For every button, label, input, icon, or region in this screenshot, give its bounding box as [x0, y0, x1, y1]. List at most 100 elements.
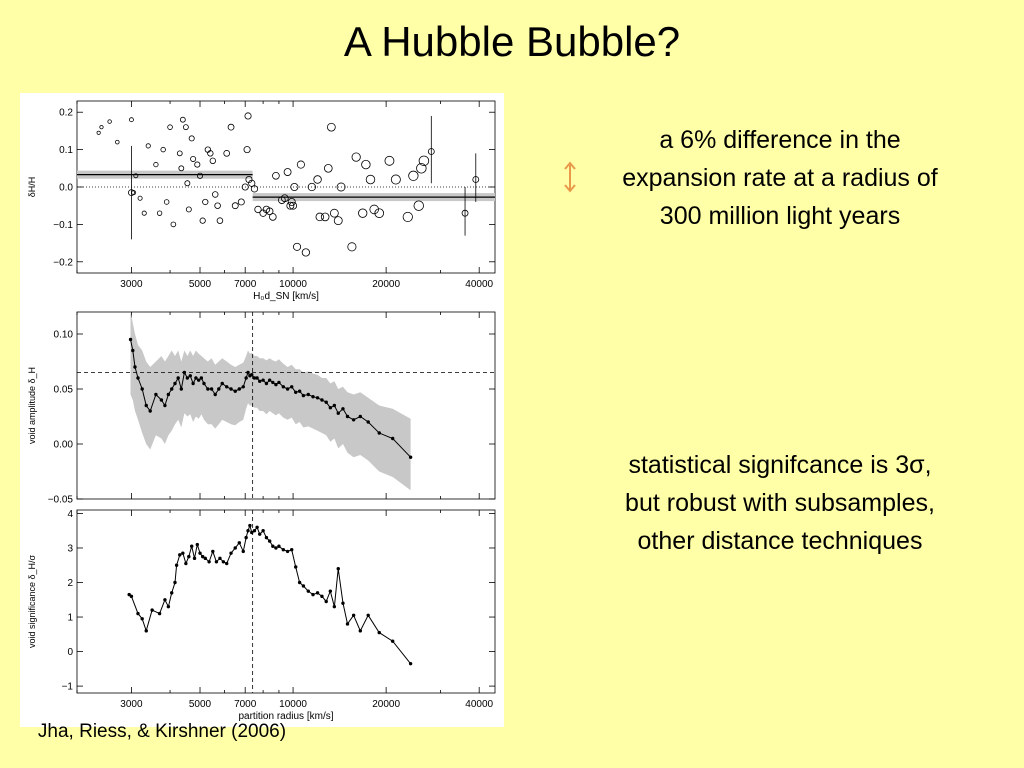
data-point — [320, 212, 330, 222]
data-point — [390, 639, 395, 643]
data-point — [254, 205, 262, 214]
data-point — [202, 198, 209, 206]
data-point — [237, 387, 242, 391]
data-point — [159, 398, 164, 402]
data-point — [115, 139, 120, 145]
data-point — [264, 535, 269, 540]
data-point — [131, 348, 135, 353]
y-tick-label: 0.0 — [59, 183, 73, 194]
data-point — [271, 544, 275, 548]
data-point — [194, 161, 201, 168]
data-point — [153, 161, 159, 168]
data-point — [311, 395, 315, 399]
data-point — [206, 387, 210, 391]
data-point — [128, 337, 133, 342]
data-point — [341, 601, 345, 605]
data-point — [178, 165, 185, 172]
data-point — [133, 173, 139, 179]
data-point — [144, 403, 148, 408]
data-point — [129, 117, 134, 123]
data-point — [255, 525, 259, 529]
data-point — [140, 617, 144, 621]
data-point — [176, 150, 183, 157]
data-point — [258, 379, 262, 383]
data-point — [217, 387, 221, 391]
y-tick-label: 0 — [67, 647, 73, 658]
x-tick-label: 7000 — [234, 279, 257, 290]
data-point — [163, 403, 167, 408]
data-point — [209, 157, 217, 165]
data-point — [157, 611, 162, 616]
x-tick-label: 5000 — [189, 279, 212, 290]
data-point — [181, 551, 185, 555]
y-tick-label: 1 — [67, 613, 73, 624]
data-point — [194, 376, 198, 380]
data-point — [294, 565, 298, 569]
data-point — [244, 535, 248, 540]
data-point — [390, 174, 401, 185]
data-point — [145, 143, 151, 149]
data-point — [377, 431, 381, 435]
y-tick-label: 0.10 — [54, 330, 74, 341]
data-point — [141, 210, 147, 216]
x-tick-label: 5000 — [189, 699, 212, 710]
data-point — [178, 553, 182, 557]
data-point — [96, 130, 101, 135]
data-point — [315, 212, 324, 222]
data-point — [301, 584, 306, 588]
data-point — [264, 381, 269, 386]
data-point — [274, 382, 278, 387]
data-point — [267, 539, 272, 543]
data-point — [258, 532, 262, 536]
data-point — [274, 546, 278, 550]
data-point — [267, 378, 272, 382]
data-point — [369, 204, 379, 215]
y-tick-label: −0.1 — [53, 220, 73, 231]
plot-frame-3 — [76, 509, 496, 694]
data-point — [347, 242, 357, 252]
data-point — [170, 221, 177, 228]
data-point — [213, 392, 217, 397]
data-point — [285, 387, 290, 391]
data-point — [173, 381, 177, 386]
y-tick-label: 0.05 — [54, 385, 74, 396]
data-point — [301, 393, 306, 398]
data-point — [190, 544, 194, 548]
data-point — [265, 207, 274, 216]
x-tick-label: 3000 — [120, 699, 143, 710]
data-point — [216, 217, 224, 224]
y-tick-label: 0.2 — [59, 108, 73, 119]
data-point — [361, 159, 371, 170]
data-point — [358, 414, 363, 419]
data-point — [200, 554, 205, 559]
data-point — [358, 208, 368, 218]
x-tick-label: 3000 — [120, 279, 143, 290]
data-point — [313, 175, 322, 184]
data-point — [294, 390, 298, 394]
data-point — [252, 529, 257, 533]
data-point — [237, 541, 242, 545]
data-point — [320, 398, 324, 402]
data-point — [261, 378, 265, 382]
data-point — [229, 387, 233, 391]
data-point — [137, 195, 143, 201]
data-point — [297, 580, 302, 585]
data-point — [277, 544, 281, 548]
data-point — [324, 400, 328, 404]
data-point — [174, 563, 179, 567]
data-point — [280, 194, 289, 203]
data-point — [163, 598, 167, 602]
y-tick-label: 3 — [67, 543, 73, 554]
data-point — [179, 387, 184, 391]
y-tick-label: −0.2 — [53, 257, 73, 268]
data-point — [296, 160, 305, 169]
data-point — [345, 414, 350, 419]
data-point — [358, 629, 363, 633]
data-point — [227, 123, 235, 131]
y-axis-label-1: δH/H — [27, 177, 37, 198]
data-point — [179, 116, 186, 123]
data-point — [195, 542, 200, 547]
data-point — [170, 591, 174, 595]
note-significance-line-2: but robust with subsamples, other distan… — [625, 489, 935, 555]
data-point — [329, 208, 339, 218]
